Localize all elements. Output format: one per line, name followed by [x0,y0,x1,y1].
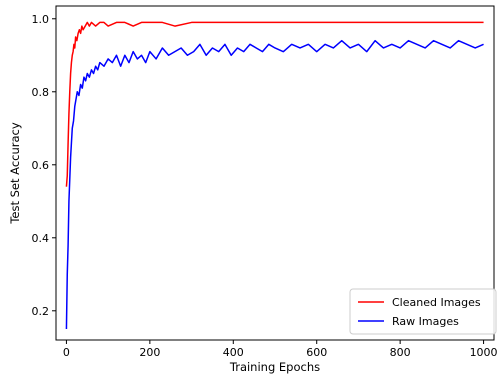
y-tick-label: 0.8 [32,86,50,99]
plot-lines [65,21,484,330]
y-tick-label: 1.0 [32,13,50,26]
x-tick-label: 1000 [470,346,498,359]
series-line-raw-images [65,39,484,330]
y-axis-label: Test Set Accuracy [8,122,22,225]
legend-box [349,288,497,335]
legend-label-cleaned-images: Cleaned Images [392,296,481,309]
y-axis: 0.2 0.4 0.6 0.8 1.0 [32,13,56,318]
x-tick-label: 200 [139,346,160,359]
y-tick-label: 0.4 [32,232,50,245]
y-tick-label: 0.6 [32,159,50,172]
plot-frame [55,5,495,341]
x-tick-label: 400 [223,346,244,359]
x-tick-label: 800 [390,346,411,359]
x-axis: 0 200 400 600 800 1000 [63,340,498,359]
legend: Cleaned Images Raw Images [349,288,497,335]
legend-label-raw-images: Raw Images [392,315,459,328]
series-line-cleaned-images [65,21,484,187]
x-tick-label: 0 [63,346,70,359]
x-tick-label: 600 [306,346,327,359]
x-axis-label: Training Epochs [229,360,320,374]
y-tick-label: 0.2 [32,305,50,318]
